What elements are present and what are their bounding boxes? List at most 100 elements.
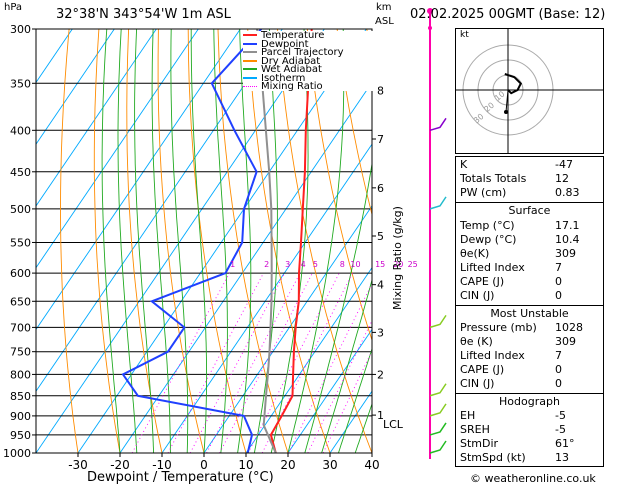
wet-adiabat-line (151, 29, 171, 453)
hodograph-unit-label: kt (460, 30, 469, 40)
dry-adiabat-line (217, 29, 289, 453)
hodo-value: -5 (555, 409, 566, 422)
x-tick-label: 0 (200, 458, 208, 472)
legend-label: Mixing Ratio (261, 81, 323, 92)
wet-adiabat-line (170, 29, 189, 453)
mixing-ratio-label: 5 (313, 260, 318, 269)
wet-adiabat-line (134, 29, 155, 453)
isotherm-line (36, 29, 115, 145)
isotherm-line (77, 29, 367, 453)
mixing-ratio-line (189, 272, 285, 453)
km-unit-label: km (376, 2, 392, 13)
dry-adiabat-line (247, 29, 331, 453)
km-tick-label: 4 (377, 279, 384, 292)
series-line-parcel-trajectory (256, 29, 277, 453)
x-tick-label: 10 (238, 458, 253, 472)
surface-value: 0 (555, 275, 562, 288)
wind-barb (429, 422, 447, 436)
wind-barb (429, 383, 447, 397)
hodo-label: SREH (460, 423, 490, 436)
y-tick-label: 700 (10, 321, 31, 334)
legend-swatch (243, 34, 257, 36)
surface-panel: Surface Temp (°C) 17.1 Dewp (°C) 10.4 θe(K… (455, 202, 604, 306)
hodograph-ring-label: 10 (493, 89, 507, 102)
legend-swatch (243, 51, 257, 53)
mu-label: CIN (J) (460, 377, 495, 390)
mixing-ratio-label: 1 (230, 260, 235, 269)
isotherm-line (287, 328, 372, 453)
indices-panel: K -47 Totals Totals 12 PW (cm) 0.83 (455, 156, 604, 204)
lcl-label: LCL (383, 418, 403, 431)
legend-label: Dry Adiabat (261, 55, 321, 67)
legend-label: Isotherm (261, 72, 306, 84)
wet-adiabat-line (117, 29, 138, 453)
mixing-ratio-label: 15 (375, 260, 385, 269)
wet-adiabat-line (304, 160, 372, 453)
y-tick-label: 450 (10, 166, 31, 179)
surface-label: Dewp (°C) (460, 233, 517, 246)
km-tick-label: 5 (377, 230, 384, 243)
hodo-value: -5 (555, 423, 566, 436)
mu-value: 0 (555, 363, 562, 376)
y-tick-label: 650 (10, 295, 31, 308)
legend-item: Isotherm (243, 72, 306, 84)
mixing-ratio-label: 4 (301, 260, 306, 269)
mixing-ratio-label: 3 (285, 260, 290, 269)
legend-swatch (243, 59, 257, 62)
hodograph-table: Hodograph EH -5 SREH -5 StmDir 61° StmSpd (… (455, 393, 604, 467)
legend-item: Dry Adiabat (243, 55, 321, 67)
y-tick-label: 750 (10, 346, 31, 359)
surface-label: CIN (J) (460, 289, 495, 302)
wet-adiabat-line (190, 29, 208, 453)
dry-adiabat-line (306, 29, 372, 342)
isotherm-line (36, 29, 157, 207)
dry-adiabat-line (60, 29, 79, 453)
mu-value: 1028 (555, 321, 583, 334)
isotherm-line (36, 29, 199, 269)
plot-frame (35, 28, 373, 454)
y-tick-label: 800 (10, 368, 31, 381)
km-tick-label: 8 (377, 84, 384, 97)
location-title: 32°38'N 343°54'W 1m ASL (56, 7, 231, 22)
y-tick-label: 900 (10, 410, 31, 423)
hodo-value: 13 (555, 451, 569, 464)
dry-adiabat-line (277, 29, 372, 453)
isotherm-line (245, 266, 372, 453)
mixing-ratio-label: 8 (340, 260, 345, 269)
legend-swatch (243, 68, 257, 70)
y-tick-label: 850 (10, 390, 31, 403)
legend-item: Dewpoint (243, 39, 309, 49)
y-tick-label: 550 (10, 236, 31, 249)
mixing-ratio-line (167, 272, 264, 453)
surface-value: 309 (555, 247, 576, 260)
index-value: 0.83 (555, 186, 580, 199)
mixing-ratio-label: 2 (264, 260, 269, 269)
surface-value: 0 (555, 289, 562, 302)
x-tick-label: -30 (68, 458, 88, 472)
plot-area (36, 29, 372, 453)
mu-value: 309 (555, 335, 576, 348)
mu-value: 0 (555, 377, 562, 390)
wet-adiabat-line (213, 29, 228, 453)
surface-label: θe(K) (460, 247, 490, 260)
surface-label: Temp (°C) (460, 219, 515, 232)
wind-barb (429, 117, 447, 132)
surface-value: 17.1 (555, 219, 580, 232)
dry-adiabat-line (336, 29, 372, 217)
mixing-ratio-axis-label: Mixing Ratio (g/kg) (391, 206, 404, 310)
km-tick-label: 3 (377, 326, 384, 339)
y-tick-label: 600 (10, 267, 31, 280)
wind-barb (429, 403, 447, 417)
wind-axis-top-marker (427, 8, 433, 14)
dry-adiabat-line (126, 29, 163, 453)
isotherm-line (36, 29, 283, 393)
x-axis-label: Dewpoint / Temperature (°C) (87, 470, 274, 485)
surface-value: 10.4 (555, 233, 580, 246)
mu-label: Pressure (mb) (460, 321, 537, 334)
dry-adiabat-line (157, 29, 205, 453)
x-tick-label: 40 (364, 458, 379, 472)
wind-barb (429, 314, 447, 329)
index-value: -47 (555, 158, 573, 171)
datetime-title: 02.02.2025 00GMT (Base: 12) (410, 7, 606, 22)
mixing-ratio-label: 25 (408, 260, 418, 269)
